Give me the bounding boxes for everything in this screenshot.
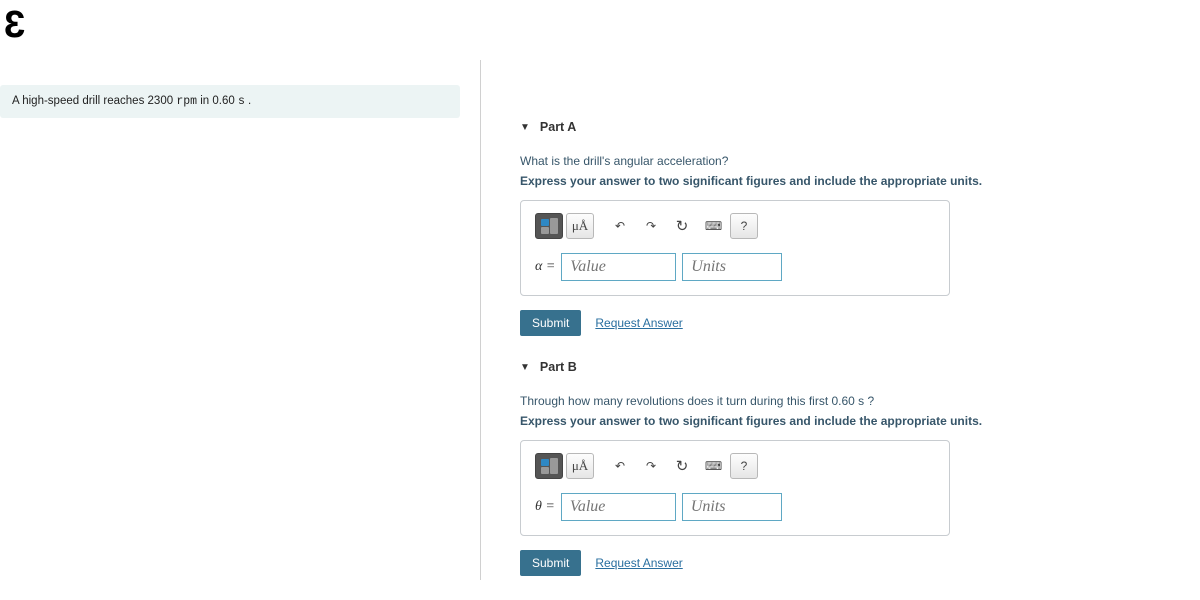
part-a-value-input[interactable] [561, 253, 676, 281]
special-chars-button[interactable]: μÅ [566, 213, 594, 239]
caret-down-icon: ▼ [520, 362, 530, 373]
vertical-divider [480, 60, 481, 580]
part-b-request-answer-link[interactable]: Request Answer [595, 556, 682, 570]
part-b-value-input[interactable] [561, 493, 676, 521]
part-a-question: What is the drill's angular acceleration… [520, 154, 1200, 168]
part-a-submit-button[interactable]: Submit [520, 310, 581, 336]
undo-icon[interactable]: ↶ [606, 453, 634, 479]
part-b-var-label: θ = [535, 499, 555, 515]
part-b-title: Part B [540, 360, 577, 374]
part-b-toolbar: μÅ ↶ ↷ ↻ ⌨ ? [535, 453, 935, 479]
problem-text-mono2: s [238, 95, 245, 108]
template-icon[interactable] [535, 453, 563, 479]
problem-text-mono1: rpm [176, 95, 197, 108]
part-b-answer-box: μÅ ↶ ↷ ↻ ⌨ ? θ = [520, 440, 950, 536]
part-a-answer-box: μÅ ↶ ↷ ↻ ⌨ ? α = [520, 200, 950, 296]
part-b-submit-row: Submit Request Answer [520, 550, 1200, 576]
part-b-units-input[interactable] [682, 493, 782, 521]
redo-icon[interactable]: ↷ [637, 453, 665, 479]
part-a-toolbar: μÅ ↶ ↷ ↻ ⌨ ? [535, 213, 935, 239]
part-b-question: Through how many revolutions does it tur… [520, 394, 1200, 408]
undo-icon[interactable]: ↶ [606, 213, 634, 239]
part-b-submit-button[interactable]: Submit [520, 550, 581, 576]
help-button[interactable]: ? [730, 213, 758, 239]
part-a-title: Part A [540, 120, 576, 134]
part-a-var-label: α = [535, 259, 555, 275]
special-chars-button[interactable]: μÅ [566, 453, 594, 479]
part-b-body: Through how many revolutions does it tur… [520, 394, 1200, 576]
reset-icon[interactable]: ↻ [668, 453, 696, 479]
reset-icon[interactable]: ↻ [668, 213, 696, 239]
parts-container: ▼ Part A What is the drill's angular acc… [520, 120, 1200, 600]
problem-statement: A high-speed drill reaches 2300 rpm in 0… [0, 85, 460, 118]
template-icon[interactable] [535, 213, 563, 239]
part-a-request-answer-link[interactable]: Request Answer [595, 316, 682, 330]
keyboard-icon[interactable]: ⌨ [699, 213, 727, 239]
part-a-units-input[interactable] [682, 253, 782, 281]
handwritten-problem-number: 3 [4, 4, 25, 47]
caret-down-icon: ▼ [520, 122, 530, 133]
part-b-instruction: Express your answer to two significant f… [520, 414, 1200, 428]
part-a-instruction: Express your answer to two significant f… [520, 174, 1200, 188]
part-a-submit-row: Submit Request Answer [520, 310, 1200, 336]
problem-text-suffix: . [245, 95, 251, 107]
part-b-input-row: θ = [535, 493, 935, 521]
part-a-input-row: α = [535, 253, 935, 281]
problem-text-mid: in 0.60 [197, 95, 238, 107]
keyboard-icon[interactable]: ⌨ [699, 453, 727, 479]
help-button[interactable]: ? [730, 453, 758, 479]
problem-text-prefix: A high-speed drill reaches 2300 [12, 95, 176, 107]
part-b-header[interactable]: ▼ Part B [520, 360, 1200, 374]
part-a-body: What is the drill's angular acceleration… [520, 154, 1200, 336]
redo-icon[interactable]: ↷ [637, 213, 665, 239]
part-a-header[interactable]: ▼ Part A [520, 120, 1200, 134]
